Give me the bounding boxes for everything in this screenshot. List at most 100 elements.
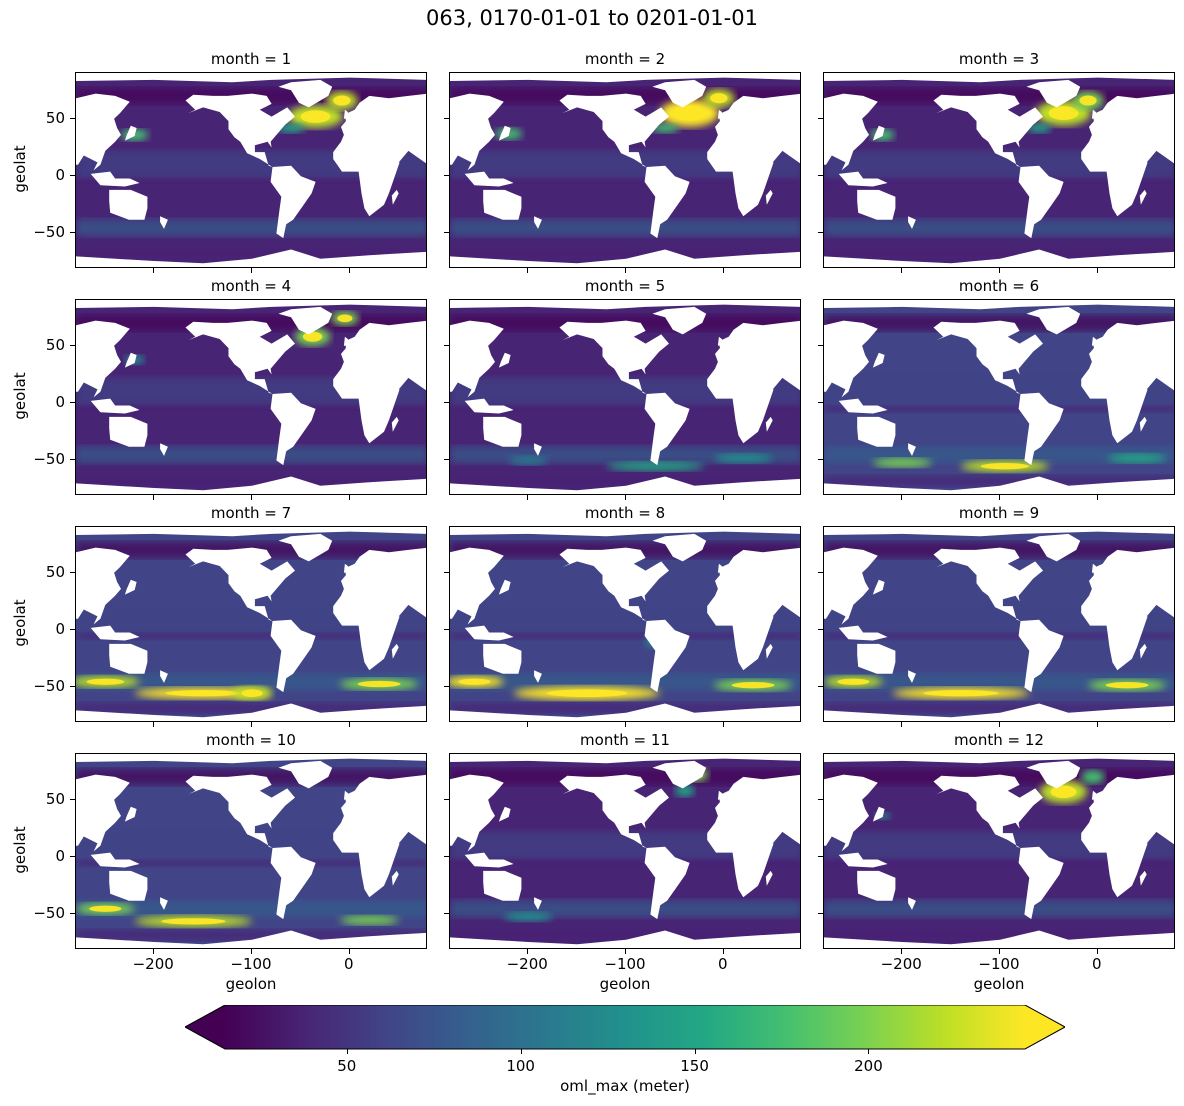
panel-title: month = 11 bbox=[580, 731, 670, 749]
y-tick-mark bbox=[70, 571, 75, 573]
land-arctic bbox=[76, 754, 426, 764]
land-antarctica bbox=[450, 249, 800, 267]
y-tick-mark bbox=[444, 232, 449, 234]
deep-mixed-layer-hotspot bbox=[340, 915, 399, 925]
land-indonesia bbox=[90, 398, 140, 414]
deep-mixed-layer-hotspot bbox=[1081, 770, 1105, 784]
land-indonesia bbox=[838, 171, 888, 187]
colorbar-tick-label: 150 bbox=[680, 1057, 709, 1075]
land-greenland bbox=[278, 306, 333, 335]
land-australia bbox=[857, 416, 896, 447]
y-tick-mark bbox=[70, 117, 75, 119]
map-panel bbox=[823, 526, 1175, 722]
mld-band bbox=[76, 248, 426, 260]
land-japan bbox=[498, 125, 511, 141]
land-britain bbox=[343, 336, 351, 346]
y-tick-mark bbox=[818, 856, 823, 858]
land-southAmerica bbox=[270, 392, 316, 466]
land-australia bbox=[483, 643, 522, 674]
colorbar-tick-label: 50 bbox=[337, 1057, 357, 1075]
hotspot-core bbox=[673, 105, 706, 121]
x-tick-mark bbox=[348, 268, 350, 273]
land-antarctica bbox=[824, 476, 1174, 494]
hotspot-core bbox=[731, 682, 775, 689]
y-tick-mark bbox=[818, 459, 823, 461]
land-antarctica bbox=[450, 703, 800, 721]
y-tick-label: −50 bbox=[33, 223, 65, 242]
land-australia bbox=[483, 416, 522, 447]
hotspot-core bbox=[337, 314, 353, 323]
x-tick-mark bbox=[901, 495, 903, 500]
colorbar-extend-low bbox=[185, 1005, 225, 1049]
mld-band bbox=[450, 632, 800, 640]
x-tick-mark bbox=[999, 268, 1000, 273]
hotspot-core bbox=[333, 95, 351, 106]
mld-band bbox=[76, 405, 426, 413]
hotspot-core bbox=[300, 110, 331, 123]
land-afroEurasia bbox=[1081, 93, 1174, 217]
map-panel bbox=[823, 72, 1175, 268]
land-antarctica bbox=[824, 703, 1174, 721]
mld-band bbox=[76, 475, 426, 487]
mld-band bbox=[76, 859, 426, 867]
land-asia bbox=[824, 320, 878, 398]
land-southAmerica bbox=[1018, 846, 1064, 920]
mld-band bbox=[450, 929, 800, 941]
mld-band bbox=[450, 178, 800, 186]
land-arctic bbox=[76, 73, 426, 83]
y-tick-label: −50 bbox=[33, 904, 65, 923]
hotspot-core bbox=[546, 689, 628, 697]
mld-band bbox=[450, 702, 800, 714]
map-heatmap bbox=[76, 300, 426, 494]
map-panel bbox=[75, 299, 427, 495]
hotspot-core bbox=[86, 678, 125, 685]
y-axis-label: geolat bbox=[11, 145, 29, 193]
land-britain bbox=[717, 109, 725, 119]
mld-band bbox=[824, 178, 1174, 186]
x-tick-mark bbox=[348, 949, 350, 954]
x-tick-mark bbox=[625, 268, 626, 273]
hotspot-core bbox=[458, 678, 491, 685]
land-antarctica bbox=[76, 930, 426, 948]
mld-band bbox=[450, 475, 800, 487]
land-asia bbox=[76, 93, 130, 171]
map-panel bbox=[75, 753, 427, 949]
land-australia bbox=[857, 189, 896, 220]
land-newZealand bbox=[534, 670, 542, 683]
deep-mixed-layer-hotspot bbox=[674, 784, 695, 797]
y-tick-mark bbox=[70, 232, 75, 234]
map-heatmap bbox=[824, 73, 1174, 267]
y-tick-mark bbox=[444, 629, 449, 631]
map-heatmap bbox=[450, 754, 800, 948]
land-madagascar bbox=[765, 189, 773, 205]
land-britain bbox=[343, 563, 351, 573]
y-tick-mark bbox=[444, 798, 449, 800]
mld-band bbox=[824, 859, 1174, 867]
land-newZealand bbox=[908, 897, 916, 910]
y-tick-mark bbox=[444, 686, 449, 688]
y-tick-mark bbox=[70, 913, 75, 915]
land-madagascar bbox=[1139, 643, 1147, 659]
land-antarctica bbox=[76, 703, 426, 721]
x-tick-label: −200 bbox=[880, 955, 922, 973]
map-heatmap bbox=[824, 300, 1174, 494]
land-antarctica bbox=[824, 249, 1174, 267]
land-arctic bbox=[76, 527, 426, 537]
hotspot-core bbox=[1105, 682, 1149, 689]
mld-band bbox=[824, 405, 1174, 413]
mld-band bbox=[450, 859, 800, 867]
hotspot-core bbox=[980, 463, 1030, 470]
y-tick-mark bbox=[70, 629, 75, 631]
y-tick-label: 0 bbox=[55, 847, 65, 866]
hotspot-core bbox=[89, 905, 122, 912]
y-tick-mark bbox=[818, 402, 823, 404]
map-heatmap bbox=[450, 300, 800, 494]
y-tick-mark bbox=[70, 856, 75, 858]
x-tick-mark bbox=[527, 268, 529, 273]
map-panel bbox=[75, 526, 427, 722]
land-indonesia bbox=[838, 852, 888, 868]
land-indonesia bbox=[838, 625, 888, 641]
land-indonesia bbox=[464, 852, 514, 868]
colorbar-tick-mark bbox=[694, 1049, 696, 1054]
land-northAmerica bbox=[933, 547, 1043, 621]
